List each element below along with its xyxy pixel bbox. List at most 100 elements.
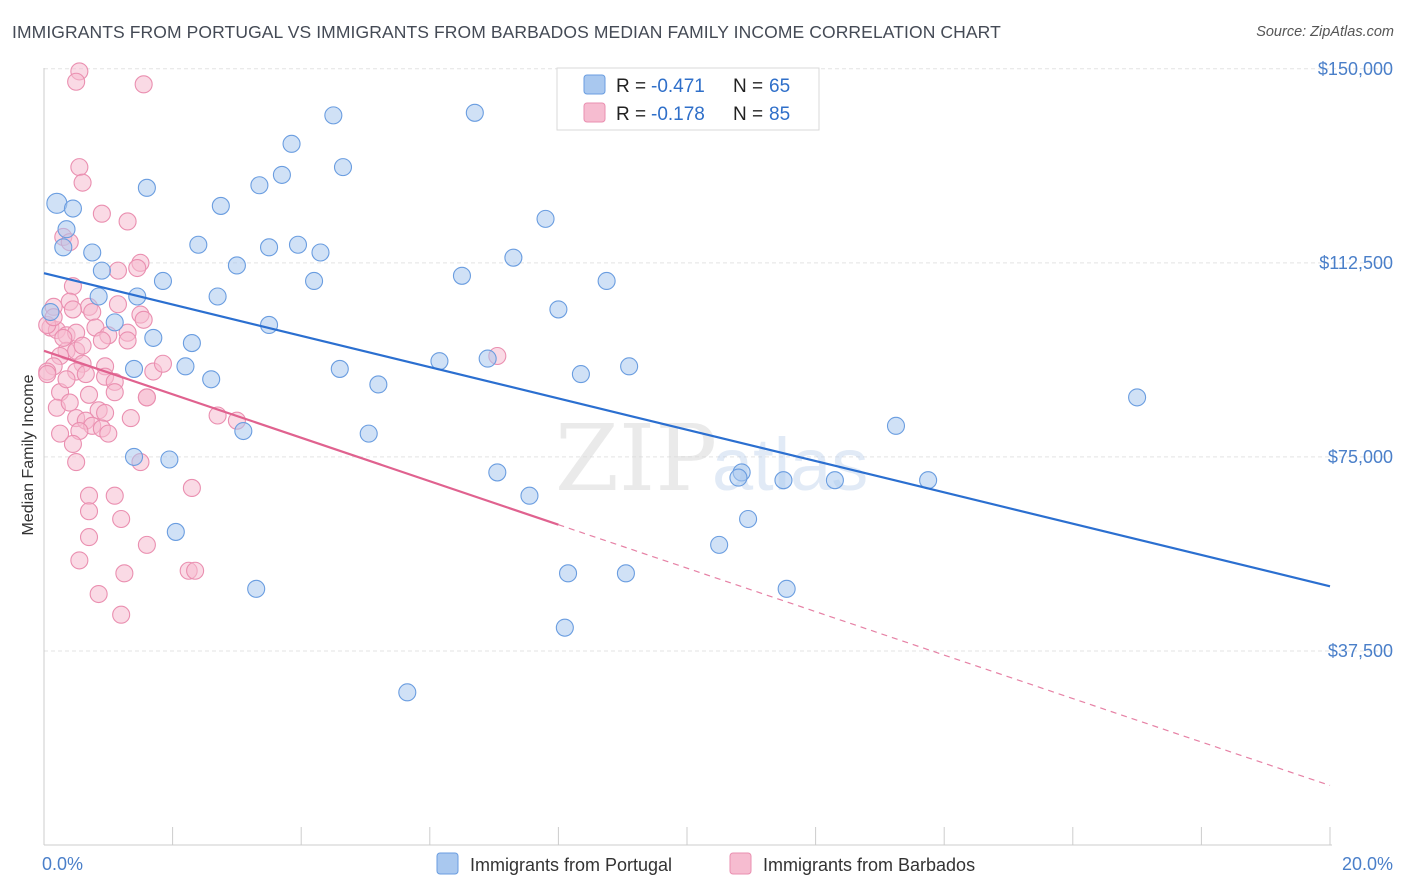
portugal-point	[536, 209, 555, 228]
bottom-legend-label-barbados: Immigrants from Barbados	[763, 855, 975, 875]
barbados-point	[112, 605, 131, 624]
portugal-point	[247, 579, 266, 598]
legend-n-label-1: N =	[733, 76, 763, 97]
barbados-point	[96, 403, 115, 422]
portugal-point	[189, 235, 208, 254]
barbados-point	[54, 328, 73, 347]
portugal-point	[520, 486, 539, 505]
legend-stats: R = -0.471 N = 65 R = -0.178 N = 85	[556, 67, 820, 131]
barbados-point	[134, 310, 153, 329]
legend-n-value-2: 85	[769, 104, 790, 125]
portugal-point	[359, 424, 378, 443]
barbados-point	[137, 388, 156, 407]
barbados-point	[73, 336, 92, 355]
legend-swatch-portugal	[583, 74, 606, 95]
barbados-point	[38, 365, 57, 384]
portugal-point	[208, 287, 227, 306]
legend-n-value-1: 65	[769, 76, 790, 97]
barbados-point	[60, 393, 79, 412]
barbados-point	[70, 158, 89, 177]
tick-labels: $37,500 $75,000 $112,500 $150,000 0.0% 20.0%	[42, 59, 1393, 874]
bottom-legend-swatch-barbados	[729, 852, 752, 875]
portugal-point	[137, 178, 156, 197]
portugal-point	[478, 349, 497, 368]
portugal-point	[555, 618, 574, 637]
barbados-point	[134, 75, 153, 94]
y-tick-label: $37,500	[1328, 641, 1393, 661]
barbados-point	[63, 434, 82, 454]
portugal-point	[504, 248, 523, 267]
portugal-point	[282, 134, 301, 153]
portugal-point	[211, 196, 230, 215]
y-axis-label: Median Family Income	[20, 374, 37, 535]
portugal-point	[166, 522, 185, 541]
barbados-point	[128, 258, 147, 278]
portugal-point	[83, 243, 102, 262]
legend-bottom: Immigrants from Portugal Immigrants from…	[436, 852, 975, 875]
trend-lines	[43, 272, 1331, 787]
portugal-point	[886, 416, 906, 435]
portugal-point	[452, 266, 472, 285]
barbados-point	[118, 331, 137, 350]
legend-r-label-2: R =	[616, 104, 646, 125]
barbados-point	[108, 295, 127, 314]
barbados-point	[108, 261, 127, 280]
series-barbados-points	[38, 62, 507, 624]
portugal-point	[288, 235, 308, 254]
barbados-point	[83, 302, 102, 322]
portugal-point	[153, 271, 173, 291]
bottom-legend-label-portugal: Immigrants from Portugal	[470, 855, 672, 875]
portugal-point	[777, 579, 796, 598]
portugal-point	[41, 302, 60, 322]
portugal-point	[571, 365, 590, 384]
legend-r-label-1: R =	[616, 76, 646, 97]
axes	[43, 68, 1332, 846]
barbados-point	[112, 509, 131, 529]
portugal-point	[369, 375, 388, 394]
portugal-point	[311, 243, 330, 262]
barbados-point	[79, 528, 99, 547]
x-tick-label: 20.0%	[1342, 854, 1393, 874]
trend-line-barbados-extension	[558, 524, 1331, 787]
portugal-point	[616, 564, 635, 583]
portugal-point	[182, 334, 201, 353]
y-tick-label: $75,000	[1328, 447, 1393, 467]
portugal-point	[259, 315, 279, 335]
portugal-point	[124, 359, 144, 378]
portugal-point	[272, 165, 291, 184]
portugal-point	[739, 509, 758, 529]
portugal-point	[202, 370, 221, 389]
watermark: ZIP atlas	[555, 405, 868, 512]
barbados-point	[186, 561, 205, 580]
barbados-point	[67, 453, 86, 472]
portugal-point	[250, 176, 269, 195]
barbados-point	[63, 300, 82, 319]
barbados-point	[182, 478, 201, 498]
portugal-point	[92, 261, 111, 280]
y-tick-label: $112,500	[1319, 253, 1393, 273]
portugal-point	[176, 357, 195, 376]
portugal-point	[1128, 388, 1147, 407]
portugal-point	[57, 220, 76, 239]
portugal-point	[398, 683, 417, 702]
portugal-point	[259, 238, 279, 257]
portugal-point	[227, 256, 246, 275]
barbados-point	[67, 72, 86, 91]
portugal-point	[330, 359, 349, 378]
bottom-legend-swatch-portugal	[436, 852, 459, 875]
barbados-point	[153, 354, 173, 373]
portugal-point	[549, 300, 568, 319]
barbados-point	[70, 551, 89, 570]
y-tick-label: $150,000	[1318, 59, 1393, 79]
barbados-point	[57, 370, 76, 389]
portugal-point	[825, 471, 844, 490]
series-portugal-points	[41, 103, 1147, 702]
portugal-point	[54, 238, 73, 257]
portugal-point	[234, 421, 253, 441]
trend-line-barbados	[43, 349, 559, 526]
chart-title: IMMIGRANTS FROM PORTUGAL VS IMMIGRANTS F…	[12, 22, 1001, 42]
barbados-point	[89, 584, 108, 604]
portugal-point	[144, 328, 163, 347]
portugal-point	[105, 313, 124, 332]
